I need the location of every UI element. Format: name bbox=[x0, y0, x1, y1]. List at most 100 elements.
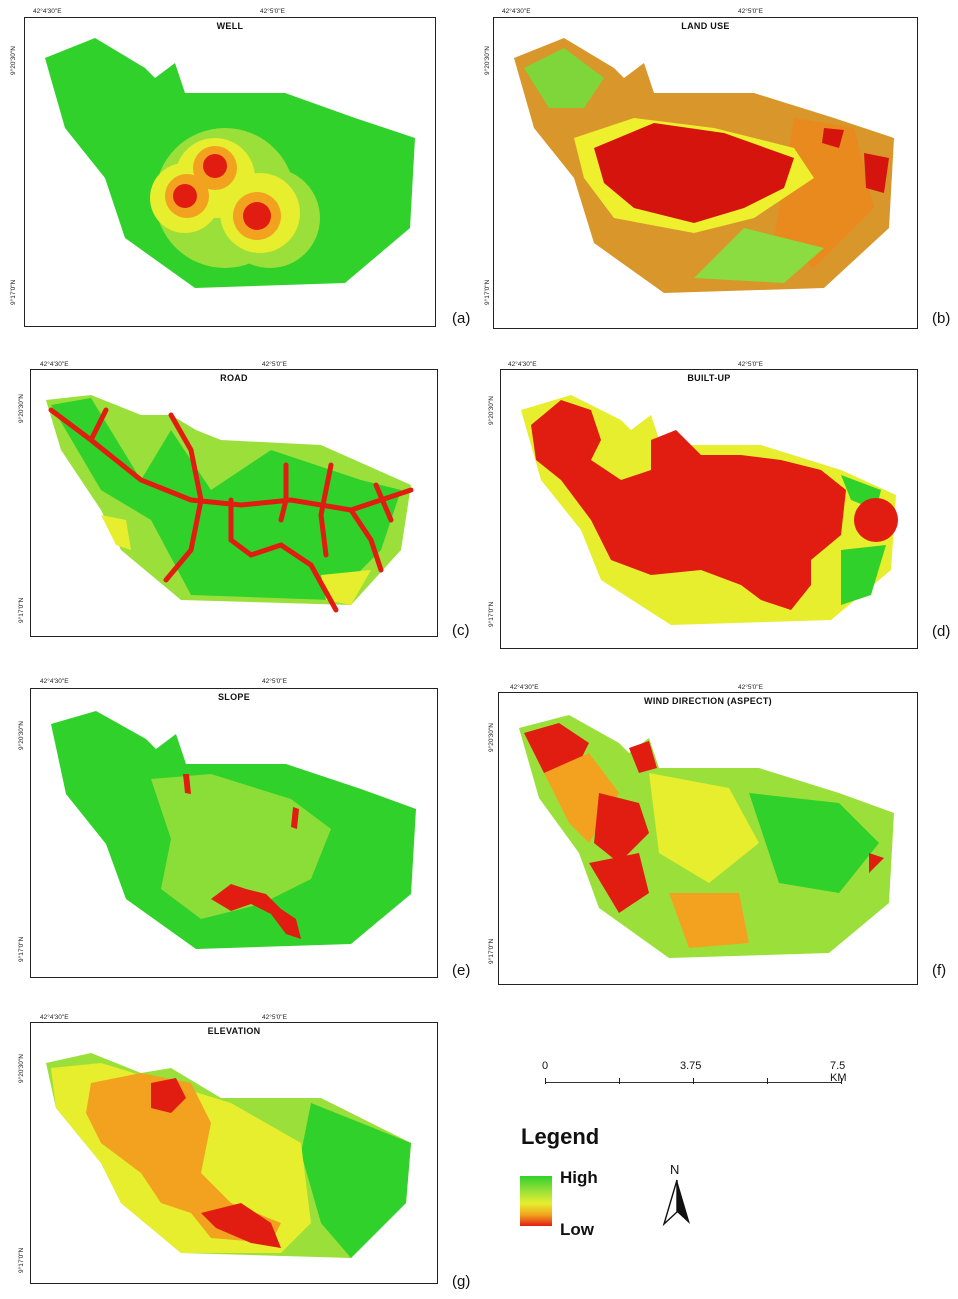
map-title: ELEVATION bbox=[207, 1026, 261, 1036]
aspect-red-sw bbox=[589, 853, 649, 913]
lon-label-right: 42°5'0"E bbox=[262, 678, 287, 685]
aspect-green-east bbox=[749, 793, 879, 893]
road-line-8 bbox=[373, 482, 394, 523]
lat-label-top: 9°20'30"N bbox=[10, 46, 17, 75]
elev-orange bbox=[86, 1073, 281, 1243]
lon-label-left: 42°4'30"E bbox=[40, 361, 69, 368]
scale-tick bbox=[619, 1078, 620, 1084]
panel-label: (a) bbox=[452, 310, 471, 327]
elev-red-south bbox=[201, 1203, 281, 1248]
lat-label-top: 9°20'30"N bbox=[484, 46, 491, 75]
panel-label: (b) bbox=[932, 310, 951, 327]
north-arrow-icon bbox=[662, 1179, 690, 1227]
lat-label-bottom: 9°17'0"N bbox=[488, 601, 495, 627]
map-title: SLOPE bbox=[217, 692, 250, 702]
scale-tick bbox=[545, 1078, 546, 1084]
legend-low: Low bbox=[560, 1220, 594, 1239]
well-point-3 bbox=[243, 202, 271, 230]
lat-label-bottom: 9°17'0"N bbox=[10, 279, 17, 305]
aspect-orange-s bbox=[669, 893, 749, 948]
lon-label-right: 42°5'0"E bbox=[260, 8, 285, 15]
panel-label: (c) bbox=[452, 622, 470, 639]
lon-label-right: 42°5'0"E bbox=[738, 361, 763, 368]
scale-tick bbox=[693, 1078, 694, 1084]
lat-label-top: 9°20'30"N bbox=[488, 396, 495, 425]
map-frame: BUILT-UP bbox=[500, 369, 918, 649]
landuse-green-patch bbox=[524, 48, 604, 108]
panel-built-up: 42°4'30"E 42°5'0"E BUILT-UP 9°20'30"N 9°… bbox=[480, 355, 958, 655]
panel-label: (d) bbox=[932, 623, 951, 640]
landuse-red-urban bbox=[594, 123, 794, 223]
legend-gradient bbox=[520, 1176, 552, 1226]
slope-red-steep bbox=[211, 884, 301, 939]
panel-land-use: 42°4'30"E 42°5'0"E LAND USE 9°20'30"N 9°… bbox=[480, 0, 958, 340]
lon-label-left: 42°4'30"E bbox=[508, 361, 537, 368]
legend: Legend High Low bbox=[518, 1124, 658, 1244]
road-map bbox=[46, 395, 414, 613]
green-low-zone bbox=[841, 545, 886, 605]
scale-label-end: 7.5 KM bbox=[830, 1060, 847, 1084]
landuse-green-patch-2 bbox=[694, 228, 824, 283]
road-buffer-yellow-2 bbox=[321, 570, 371, 605]
aspect-red-e bbox=[869, 853, 884, 873]
map-frame: WIND DIRECTION (ASPECT) bbox=[498, 692, 918, 985]
road-network bbox=[48, 407, 414, 613]
road-line-2 bbox=[163, 412, 204, 583]
panel-label: (f) bbox=[932, 962, 947, 979]
well-map bbox=[45, 38, 415, 288]
lat-label-bottom: 9°17'0"N bbox=[18, 597, 25, 623]
map-title: WIND DIRECTION (ASPECT) bbox=[644, 696, 772, 706]
landuse-red-east bbox=[864, 153, 889, 193]
map-frame: ROAD bbox=[30, 369, 438, 637]
slope-red-small-2 bbox=[291, 807, 299, 829]
panel-label: (e) bbox=[452, 962, 471, 979]
lon-label-left: 42°4'30"E bbox=[33, 8, 62, 15]
lon-label-right: 42°5'0"E bbox=[262, 361, 287, 368]
lat-label-bottom: 9°17'0"N bbox=[488, 938, 495, 964]
road-line-7 bbox=[88, 407, 109, 443]
panel-elevation: 42°4'30"E 42°5'0"E ELEVATION 9°20'30"N 9… bbox=[0, 1008, 470, 1299]
road-line-6 bbox=[348, 507, 384, 573]
road-line-5 bbox=[318, 462, 334, 558]
wind-direction-map bbox=[519, 715, 894, 958]
lon-label-left: 42°4'30"E bbox=[40, 1014, 69, 1021]
slope-yellowgreen-band bbox=[151, 774, 331, 919]
built-up-map bbox=[521, 395, 898, 625]
road-buffer-yellow bbox=[101, 515, 131, 550]
legend-high: High bbox=[560, 1168, 598, 1187]
lat-label-bottom: 9°17'0"N bbox=[18, 936, 25, 962]
elev-green-east bbox=[301, 1103, 411, 1258]
lon-label-left: 42°4'30"E bbox=[40, 678, 69, 685]
built-up-red-main bbox=[531, 400, 846, 610]
panel-road: 42°4'30"E 42°5'0"E ROAD 9°20'30"N 9°17'0… bbox=[0, 355, 470, 655]
scale-label-zero: 0 bbox=[542, 1060, 549, 1072]
map-frame: WELL bbox=[24, 17, 436, 327]
slope-red-small bbox=[183, 774, 191, 794]
lat-label-top: 9°20'30"N bbox=[488, 723, 495, 752]
lat-label-top: 9°20'30"N bbox=[18, 394, 25, 423]
panel-label: (g) bbox=[452, 1273, 471, 1290]
panel-wind-direction: 42°4'30"E 42°5'0"E WIND DIRECTION (ASPEC… bbox=[480, 672, 958, 992]
road-line-4 bbox=[278, 462, 289, 523]
road-buffer-green bbox=[51, 398, 401, 600]
landuse-red-ne bbox=[822, 128, 844, 148]
legend-title: Legend bbox=[521, 1124, 600, 1149]
well-point-2 bbox=[173, 184, 197, 208]
panel-slope: 42°4'30"E 42°5'0"E SLOPE 9°20'30"N 9°17'… bbox=[0, 672, 470, 992]
lon-label-left: 42°4'30"E bbox=[510, 684, 539, 691]
scale-bar: 0 3.75 7.5 KM bbox=[540, 1060, 860, 1100]
scale-tick bbox=[767, 1078, 768, 1084]
map-title: ROAD bbox=[220, 373, 248, 383]
map-title: LAND USE bbox=[681, 21, 730, 31]
scale-label-mid: 3.75 bbox=[680, 1060, 702, 1072]
map-title: WELL bbox=[216, 21, 244, 31]
lon-label-right: 42°5'0"E bbox=[738, 8, 763, 15]
lat-label-bottom: 9°17'0"N bbox=[18, 1247, 25, 1273]
road-line-1 bbox=[48, 407, 414, 513]
aspect-red-center bbox=[594, 793, 649, 863]
road-line-3 bbox=[228, 497, 339, 613]
land-use-map bbox=[514, 38, 894, 293]
aspect-yellow-band bbox=[649, 773, 759, 883]
slope-map bbox=[51, 711, 416, 949]
map-frame: LAND USE bbox=[493, 17, 918, 329]
